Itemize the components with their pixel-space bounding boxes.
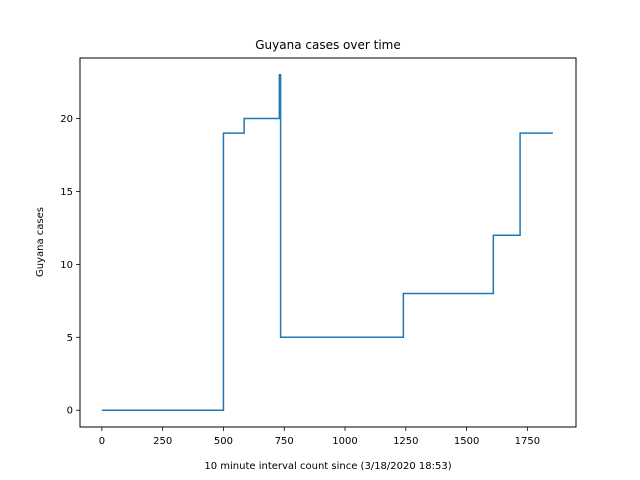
- y-ticks: 0 5 10 15 20: [60, 114, 80, 417]
- x-tick-label: 500: [214, 436, 233, 447]
- x-tick-label: 0: [99, 436, 105, 447]
- axes-frame: [79, 57, 577, 428]
- x-tick-label: 1000: [332, 436, 357, 447]
- y-tick-label: 10: [60, 260, 73, 271]
- x-tick-label: 1750: [515, 436, 540, 447]
- x-tick-label: 1500: [454, 436, 479, 447]
- plot-layer: [101, 74, 553, 411]
- y-axis-label: Guyana cases: [35, 207, 46, 277]
- y-tick-label: 15: [60, 187, 73, 198]
- y-tick-label: 20: [60, 114, 73, 125]
- x-tick-label: 750: [275, 436, 294, 447]
- x-tick-label: 250: [153, 436, 172, 447]
- x-ticks: 0 250 500 750 1000 1250 1500 1750: [99, 427, 540, 447]
- x-tick-label: 1250: [393, 436, 418, 447]
- y-tick-label: 0: [67, 406, 73, 417]
- chart-title: Guyana cases over time: [255, 38, 400, 52]
- x-axis-label: 10 minute interval count since (3/18/202…: [204, 461, 451, 472]
- y-tick-label: 5: [67, 333, 73, 344]
- series-line: [101, 74, 553, 411]
